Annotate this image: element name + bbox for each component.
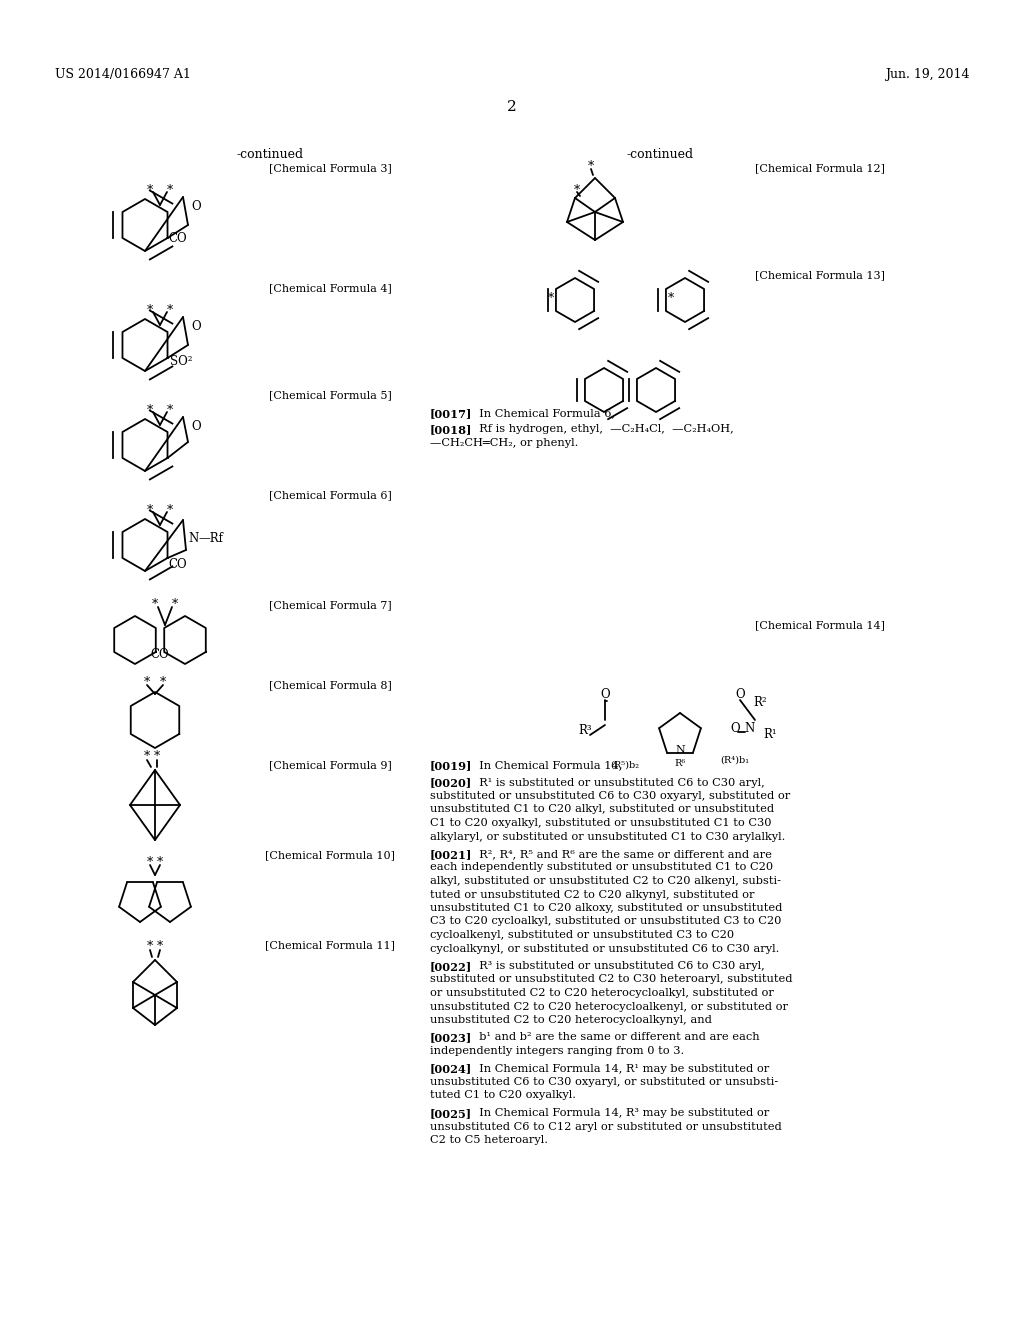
- Text: unsubstituted C2 to C20 heterocycloalkenyl, or substituted or: unsubstituted C2 to C20 heterocycloalken…: [430, 1002, 788, 1011]
- Text: unsubstituted C6 to C12 aryl or substituted or unsubstituted: unsubstituted C6 to C12 aryl or substitu…: [430, 1122, 781, 1131]
- Text: Rf is hydrogen, ethyl,  —C₂H₄Cl,  —C₂H₄OH,: Rf is hydrogen, ethyl, —C₂H₄Cl, —C₂H₄OH,: [472, 424, 734, 434]
- Text: R⁶: R⁶: [675, 759, 686, 767]
- Text: US 2014/0166947 A1: US 2014/0166947 A1: [55, 69, 190, 81]
- Text: *: *: [167, 503, 173, 516]
- Text: CO: CO: [151, 648, 169, 661]
- Text: *: *: [668, 293, 674, 305]
- Text: *: *: [146, 855, 154, 869]
- Text: -continued: -continued: [627, 148, 693, 161]
- Text: C3 to C20 cycloalkyl, substituted or unsubstituted C3 to C20: C3 to C20 cycloalkyl, substituted or uns…: [430, 916, 781, 927]
- Text: C1 to C20 oxyalkyl, substituted or unsubstituted C1 to C30: C1 to C20 oxyalkyl, substituted or unsub…: [430, 818, 771, 828]
- Text: *: *: [548, 293, 554, 305]
- Text: [Chemical Formula 8]: [Chemical Formula 8]: [268, 680, 391, 690]
- Text: O: O: [600, 689, 610, 701]
- Text: unsubstituted C2 to C20 heterocycloalkynyl, and: unsubstituted C2 to C20 heterocycloalkyn…: [430, 1015, 712, 1026]
- Text: R²: R²: [754, 696, 767, 709]
- Text: b¹ and b² are the same or different and are each: b¹ and b² are the same or different and …: [472, 1032, 760, 1043]
- Text: Jun. 19, 2014: Jun. 19, 2014: [886, 69, 970, 81]
- Text: each independently substituted or unsubstituted C1 to C20: each independently substituted or unsubs…: [430, 862, 773, 873]
- Text: *: *: [146, 304, 153, 317]
- Text: O: O: [730, 722, 739, 734]
- Text: [Chemical Formula 3]: [Chemical Formula 3]: [268, 162, 391, 173]
- Text: 2: 2: [507, 100, 517, 114]
- Text: SO²: SO²: [170, 355, 193, 368]
- Text: *: *: [146, 940, 154, 953]
- Text: (R⁵)b₂: (R⁵)b₂: [610, 760, 640, 770]
- Text: [0021]: [0021]: [430, 849, 472, 861]
- Text: cycloalkenyl, substituted or unsubstituted C3 to C20: cycloalkenyl, substituted or unsubstitut…: [430, 931, 734, 940]
- Text: unsubstituted C1 to C20 alkoxy, substituted or unsubstituted: unsubstituted C1 to C20 alkoxy, substitu…: [430, 903, 782, 913]
- Text: N: N: [744, 722, 755, 734]
- Text: *: *: [144, 751, 151, 763]
- Text: In Chemical Formula 14, R³ may be substituted or: In Chemical Formula 14, R³ may be substi…: [472, 1107, 769, 1118]
- Text: [0025]: [0025]: [430, 1107, 472, 1119]
- Text: substituted or unsubstituted C6 to C30 oxyaryl, substituted or: substituted or unsubstituted C6 to C30 o…: [430, 791, 791, 801]
- Text: R¹: R¹: [763, 729, 777, 742]
- Text: [Chemical Formula 5]: [Chemical Formula 5]: [268, 389, 391, 400]
- Text: tuted C1 to C20 oxyalkyl.: tuted C1 to C20 oxyalkyl.: [430, 1090, 575, 1101]
- Text: *: *: [167, 183, 173, 197]
- Text: R¹ is substituted or unsubstituted C6 to C30 aryl,: R¹ is substituted or unsubstituted C6 to…: [472, 777, 765, 788]
- Text: *: *: [167, 404, 173, 417]
- Text: In Chemical Formula 6,: In Chemical Formula 6,: [472, 408, 615, 418]
- Text: [Chemical Formula 12]: [Chemical Formula 12]: [755, 162, 885, 173]
- Text: or unsubstituted C2 to C20 heterocycloalkyl, substituted or: or unsubstituted C2 to C20 heterocycloal…: [430, 987, 774, 998]
- Text: C2 to C5 heteroaryl.: C2 to C5 heteroaryl.: [430, 1135, 548, 1144]
- Text: [Chemical Formula 9]: [Chemical Formula 9]: [268, 760, 391, 770]
- Text: *: *: [157, 940, 163, 953]
- Text: N: N: [188, 532, 199, 544]
- Text: unsubstituted C1 to C20 alkyl, substituted or unsubstituted: unsubstituted C1 to C20 alkyl, substitut…: [430, 804, 774, 814]
- Text: cycloalkynyl, or substituted or unsubstituted C6 to C30 aryl.: cycloalkynyl, or substituted or unsubsti…: [430, 944, 779, 953]
- Text: *: *: [154, 751, 160, 763]
- Text: *: *: [167, 304, 173, 317]
- Text: -continued: -continued: [237, 148, 303, 161]
- Text: [Chemical Formula 4]: [Chemical Formula 4]: [268, 282, 391, 293]
- Text: *: *: [160, 676, 166, 689]
- Text: (R⁴)b₁: (R⁴)b₁: [721, 755, 750, 764]
- Text: CO: CO: [169, 558, 187, 572]
- Text: independently integers ranging from 0 to 3.: independently integers ranging from 0 to…: [430, 1045, 684, 1056]
- Text: R³: R³: [579, 723, 592, 737]
- Text: substituted or unsubstituted C2 to C30 heteroaryl, substituted: substituted or unsubstituted C2 to C30 h…: [430, 974, 793, 985]
- Text: unsubstituted C6 to C30 oxyaryl, or substituted or unsubsti-: unsubstituted C6 to C30 oxyaryl, or subs…: [430, 1077, 778, 1086]
- Text: [0019]: [0019]: [430, 760, 472, 771]
- Text: [Chemical Formula 6]: [Chemical Formula 6]: [268, 490, 391, 500]
- Text: O: O: [735, 689, 744, 701]
- Text: [Chemical Formula 11]: [Chemical Formula 11]: [265, 940, 395, 950]
- Text: alkylaryl, or substituted or unsubstituted C1 to C30 arylalkyl.: alkylaryl, or substituted or unsubstitut…: [430, 832, 785, 842]
- Text: —CH₂CH═CH₂, or phenyl.: —CH₂CH═CH₂, or phenyl.: [430, 438, 579, 447]
- Text: [0020]: [0020]: [430, 777, 472, 788]
- Text: O: O: [191, 421, 201, 433]
- Text: *: *: [146, 404, 153, 417]
- Text: *: *: [573, 183, 581, 197]
- Text: *: *: [588, 160, 594, 173]
- Text: tuted or unsubstituted C2 to C20 alkynyl, substituted or: tuted or unsubstituted C2 to C20 alkynyl…: [430, 890, 755, 899]
- Text: [Chemical Formula 10]: [Chemical Formula 10]: [265, 850, 395, 861]
- Text: *: *: [144, 676, 151, 689]
- Text: [0018]: [0018]: [430, 424, 472, 436]
- Text: O: O: [191, 321, 201, 334]
- Text: In Chemical Formula 14,: In Chemical Formula 14,: [472, 760, 623, 770]
- Text: *: *: [157, 855, 163, 869]
- Text: *: *: [152, 598, 158, 611]
- Text: [0023]: [0023]: [430, 1032, 472, 1044]
- Text: N: N: [675, 744, 685, 755]
- Text: *: *: [172, 598, 178, 611]
- Text: R², R⁴, R⁵ and R⁶ are the same or different and are: R², R⁴, R⁵ and R⁶ are the same or differ…: [472, 849, 772, 859]
- Text: [0017]: [0017]: [430, 408, 472, 418]
- Text: *: *: [146, 183, 153, 197]
- Text: [Chemical Formula 13]: [Chemical Formula 13]: [755, 271, 885, 280]
- Text: CO: CO: [169, 232, 187, 246]
- Text: *: *: [146, 503, 153, 516]
- Text: In Chemical Formula 14, R¹ may be substituted or: In Chemical Formula 14, R¹ may be substi…: [472, 1064, 769, 1073]
- Text: R³ is substituted or unsubstituted C6 to C30 aryl,: R³ is substituted or unsubstituted C6 to…: [472, 961, 765, 972]
- Text: [Chemical Formula 14]: [Chemical Formula 14]: [755, 620, 885, 630]
- Text: [Chemical Formula 7]: [Chemical Formula 7]: [268, 601, 391, 610]
- Text: —Rf: —Rf: [198, 532, 223, 544]
- Text: [0022]: [0022]: [430, 961, 472, 972]
- Text: alkyl, substituted or unsubstituted C2 to C20 alkenyl, substi-: alkyl, substituted or unsubstituted C2 t…: [430, 876, 781, 886]
- Text: [0024]: [0024]: [430, 1064, 472, 1074]
- Text: O: O: [191, 201, 201, 214]
